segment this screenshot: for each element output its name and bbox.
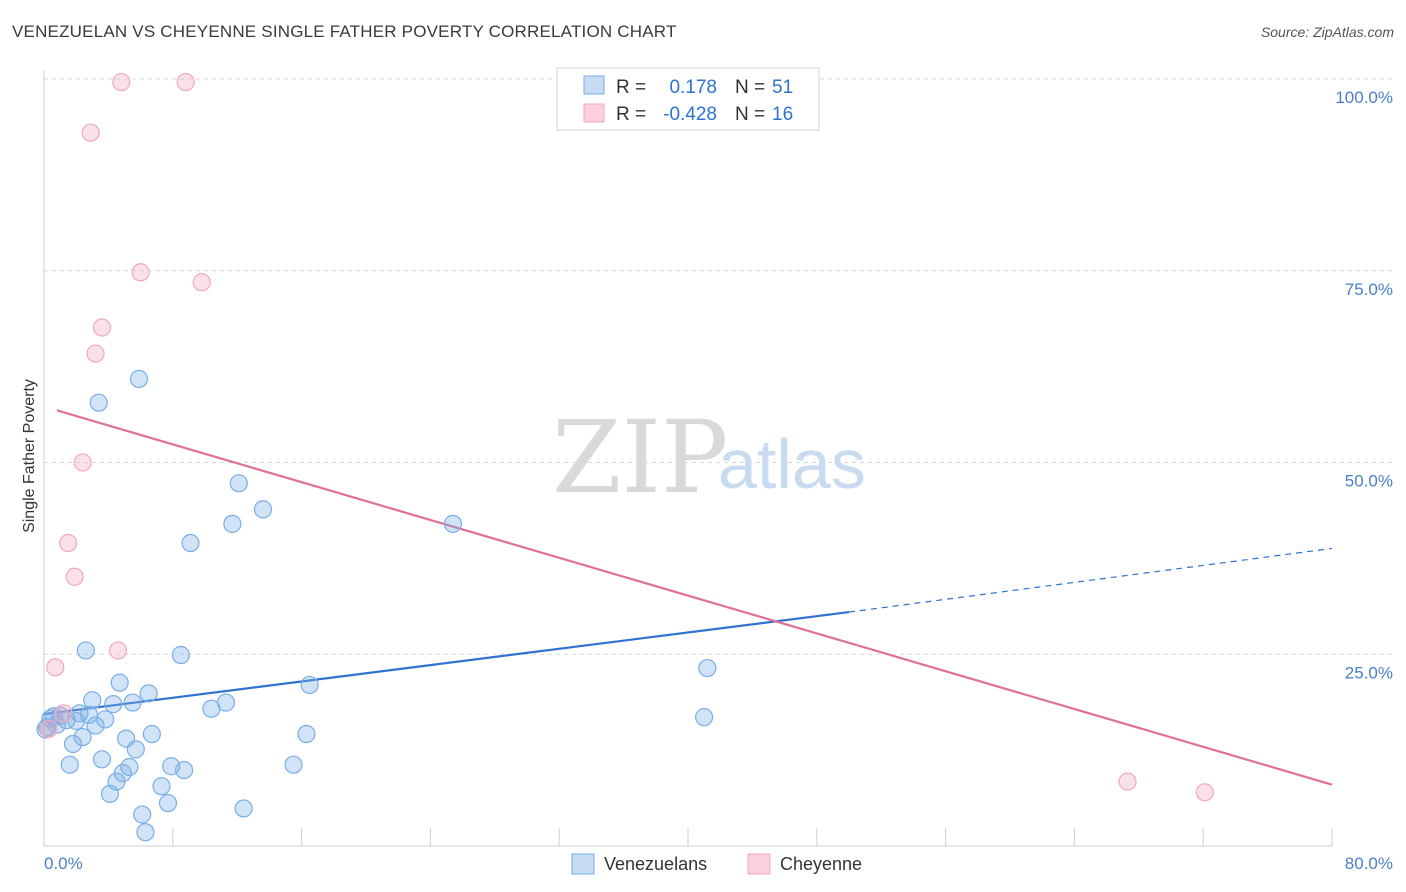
cheyenne-point-10: [112, 72, 131, 92]
trend-venezuelans-dashed: [848, 547, 1333, 613]
venezuelans-point-25: [123, 693, 142, 712]
x-tick-label-max: 80.0%: [1345, 854, 1393, 873]
venezuelans-point-47: [443, 514, 463, 533]
source-label: Source: ZipAtlas.com: [1260, 24, 1394, 40]
venezuelans-point-27: [129, 369, 149, 388]
cheyenne-point-9: [108, 641, 128, 660]
venezuelans-point-31: [142, 724, 161, 744]
y-tick-label-100: 100.0%: [1335, 88, 1393, 107]
watermark-atlas: atlas: [718, 425, 866, 503]
trend-venezuelans-solid: [43, 610, 850, 716]
trend-line-cheyenne: [56, 409, 1333, 786]
legend-swatch-cheyenne: [747, 853, 771, 875]
watermark-zip: ZIP: [552, 399, 728, 516]
legend-swatch-venezuelans: [571, 853, 595, 875]
cheyenne-point-7: [86, 344, 105, 363]
stats-r-label-2: R =: [616, 104, 646, 125]
venezuelans-point-30: [139, 684, 158, 703]
venezuelans-point-17: [96, 710, 115, 729]
trend-cheyenne-solid: [56, 409, 1333, 786]
stats-r-value-2: -0.428: [663, 104, 717, 125]
cheyenne-point-1: [46, 658, 65, 677]
stats-r-label-1: R =: [616, 77, 646, 98]
cheyenne-point-6: [81, 123, 100, 142]
venezuelans-point-6: [60, 755, 79, 774]
y-tick-labels: 25.0% 50.0% 75.0% 100.0%: [1335, 88, 1393, 682]
stats-swatch-cheyenne: [583, 103, 605, 123]
cheyenne-point-0: [39, 719, 58, 738]
stats-n-label-1: N =: [735, 77, 765, 98]
venezuelans-point-43: [253, 500, 273, 519]
cheyenne-point-11: [131, 263, 150, 282]
series-cheyenne-points: [39, 72, 1214, 802]
y-tick-label-75: 75.0%: [1345, 280, 1393, 299]
cheyenne-point-5: [73, 453, 92, 472]
legend-label-cheyenne: Cheyenne: [780, 854, 862, 874]
stats-swatch-venezuelans: [583, 75, 605, 95]
cheyenne-point-12: [176, 72, 195, 92]
venezuelans-point-32: [152, 777, 171, 796]
venezuelans-point-16: [92, 750, 112, 769]
cheyenne-point-8: [92, 318, 112, 337]
stats-n-value-1: 51: [772, 77, 793, 98]
venezuelans-point-44: [284, 755, 303, 774]
venezuelans-point-7: [63, 734, 83, 754]
venezuelans-point-28: [133, 805, 152, 824]
cheyenne-point-14: [1118, 772, 1137, 791]
cheyenne-point-13: [192, 273, 211, 292]
venezuelans-point-49: [698, 658, 717, 678]
stats-r-value-1: 0.178: [669, 77, 717, 98]
stats-box: R = 0.178 N = 51 R = -0.428 N = 16: [556, 67, 820, 131]
x-tick-label-min: 0.0%: [44, 854, 83, 873]
y-tick-label-50: 50.0%: [1345, 472, 1393, 491]
trend-line-venezuelans: [43, 547, 1333, 716]
venezuelans-point-21: [110, 673, 129, 692]
venezuelans-point-42: [234, 799, 253, 818]
y-axis-title: Single Father Poverty: [21, 379, 38, 533]
y-tick-label-25: 25.0%: [1345, 663, 1393, 682]
venezuelans-point-19: [104, 695, 123, 714]
venezuelans-point-24: [120, 757, 139, 777]
venezuelans-point-26: [126, 740, 145, 759]
cheyenne-point-4: [65, 567, 84, 586]
cheyenne-point-15: [1195, 783, 1214, 802]
venezuelans-point-48: [694, 708, 714, 727]
venezuelans-point-37: [181, 533, 200, 553]
stats-n-label-2: N =: [735, 104, 765, 125]
legend: Venezuelans Cheyenne: [571, 853, 862, 875]
venezuelans-point-41: [229, 474, 248, 493]
venezuelans-point-40: [223, 514, 242, 533]
venezuelans-point-36: [174, 760, 194, 780]
gridlines: [44, 78, 1392, 655]
legend-label-venezuelans: Venezuelans: [604, 854, 707, 874]
venezuelans-point-35: [171, 645, 190, 665]
venezuelans-point-11: [76, 641, 95, 660]
venezuelans-point-29: [136, 823, 155, 842]
venezuelans-point-13: [83, 691, 102, 710]
series-venezuelans-points: [36, 369, 717, 842]
venezuelans-point-45: [297, 724, 316, 744]
venezuelans-point-15: [89, 393, 108, 412]
venezuelans-point-14: [86, 716, 105, 735]
stats-n-value-2: 16: [772, 104, 793, 125]
venezuelans-point-39: [216, 693, 236, 712]
chart-title: VENEZUELAN VS CHEYENNE SINGLE FATHER POV…: [12, 22, 677, 41]
venezuelans-point-46: [300, 675, 319, 695]
x-tick-marks: [43, 828, 1333, 846]
venezuelans-point-10: [73, 727, 92, 747]
cheyenne-point-3: [59, 533, 78, 553]
venezuelans-point-33: [158, 793, 178, 813]
cheyenne-point-2: [54, 704, 73, 723]
